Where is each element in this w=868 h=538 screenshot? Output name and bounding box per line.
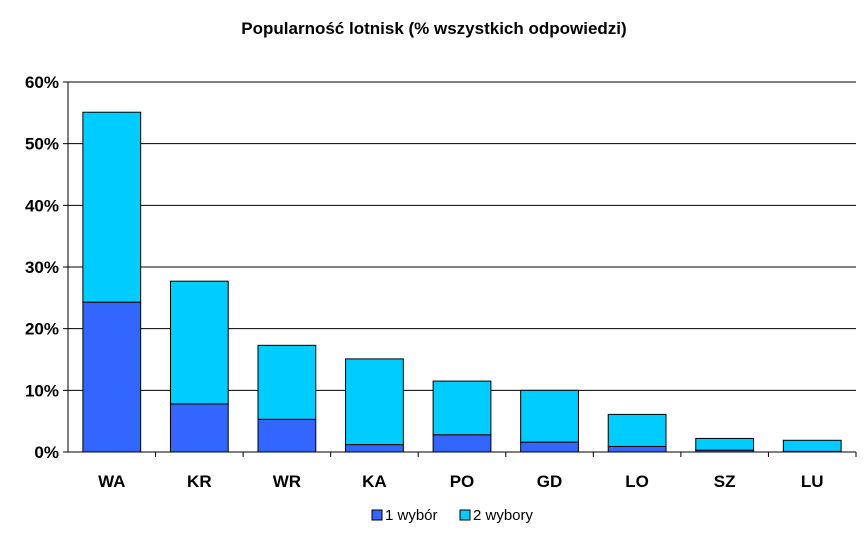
- bar-wr-series-2: [257, 344, 317, 420]
- bar-ka-series-1: [345, 444, 404, 453]
- bar-po-series-2: [432, 380, 492, 436]
- x-tick-label: SZ: [714, 472, 736, 491]
- bar-wa-series-1: [82, 301, 142, 453]
- y-tick-label: 20%: [25, 320, 59, 339]
- bars: [82, 111, 842, 453]
- axes: [67, 82, 856, 453]
- y-tick-label: 40%: [25, 196, 59, 215]
- legend-label-series-1: 1 wybór: [385, 507, 438, 524]
- y-tick-label: 0%: [34, 443, 59, 462]
- legend-swatch-series-2: [459, 509, 471, 521]
- bar-kr-series-1: [169, 403, 229, 453]
- x-tick-label: KA: [362, 472, 387, 491]
- x-tick-label: WA: [98, 472, 125, 491]
- chart-title: Popularność lotnisk (% wszystkich odpowi…: [241, 19, 627, 38]
- x-tick-label: WR: [273, 472, 301, 491]
- bar-ka-series-2: [345, 358, 404, 446]
- y-tick-label: 30%: [25, 258, 59, 277]
- bar-po-series-1: [432, 434, 492, 453]
- bar-sz-series-2: [695, 437, 755, 451]
- x-axis-ticks: WA KR WR KA PO GD LO SZ LU: [98, 452, 857, 491]
- y-tick-label: 60%: [25, 73, 59, 92]
- x-tick-label: KR: [187, 472, 212, 491]
- bar-gd-series-1: [520, 441, 579, 453]
- legend: 1 wybór 2 wybory: [371, 507, 534, 524]
- legend-label-series-2: 2 wybory: [473, 507, 534, 524]
- bar-lo-series-2: [607, 413, 667, 447]
- legend-swatch-series-1: [371, 509, 383, 521]
- y-axis-ticks: 0% 10% 20% 30% 40% 50% 60%: [25, 73, 68, 462]
- bar-lo-series-1: [607, 445, 667, 453]
- y-tick-label: 10%: [25, 381, 59, 400]
- bar-gd-series-2: [520, 389, 579, 443]
- x-tick-label: LO: [625, 472, 649, 491]
- x-tick-label: LU: [801, 472, 824, 491]
- x-tick-label: GD: [537, 472, 563, 491]
- bar-lu-series-2: [782, 439, 842, 452]
- bar-kr-series-2: [169, 280, 229, 405]
- bar-wr-series-1: [257, 418, 317, 453]
- bar-wa-series-2: [82, 111, 142, 303]
- y-tick-label: 50%: [25, 135, 59, 154]
- x-tick-label: PO: [450, 472, 475, 491]
